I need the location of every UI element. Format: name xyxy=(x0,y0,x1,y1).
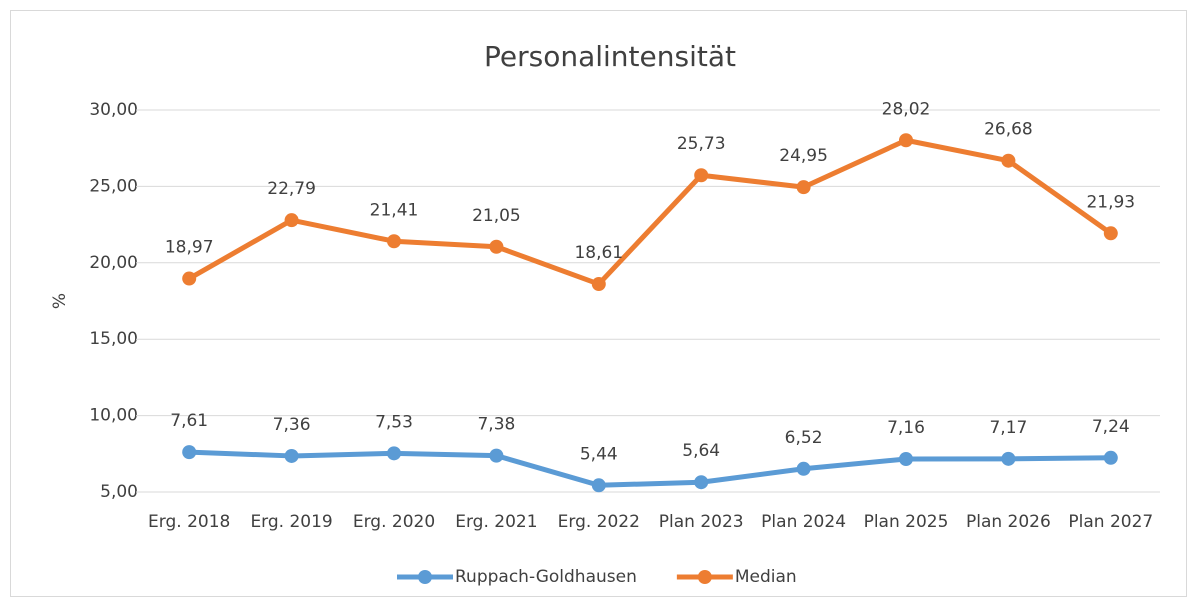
x-tick-label: Erg. 2019 xyxy=(250,512,332,532)
data-point xyxy=(899,133,913,148)
chart-border xyxy=(10,10,1187,597)
y-tick-label: 5,00 xyxy=(100,482,138,502)
x-tick-label: Plan 2025 xyxy=(864,512,949,532)
data-label: 18,97 xyxy=(165,238,214,258)
x-tick-label: Plan 2024 xyxy=(761,512,846,532)
data-label: 5,44 xyxy=(580,444,618,464)
series-line xyxy=(186,449,1114,488)
data-label: 5,64 xyxy=(682,441,720,461)
data-point xyxy=(284,448,299,463)
x-tick-label: Plan 2026 xyxy=(966,512,1051,532)
data-point xyxy=(591,478,606,493)
data-point xyxy=(1103,226,1118,241)
data-point xyxy=(1001,153,1016,168)
data-point xyxy=(489,448,504,463)
x-tick-label: Plan 2023 xyxy=(659,512,744,532)
x-tick-label: Erg. 2022 xyxy=(558,512,640,532)
data-point xyxy=(694,475,709,490)
data-label: 26,68 xyxy=(984,120,1033,140)
y-tick-label: 15,00 xyxy=(89,329,138,349)
data-point xyxy=(1103,450,1118,465)
data-label: 7,61 xyxy=(170,411,208,431)
data-point xyxy=(796,180,811,195)
y-tick-label: 30,00 xyxy=(89,100,138,120)
legend-label: Ruppach-Goldhausen xyxy=(455,567,637,587)
data-label: 21,05 xyxy=(472,206,521,226)
data-label: 24,95 xyxy=(779,146,828,166)
data-point xyxy=(284,213,299,228)
data-point xyxy=(182,271,197,286)
data-point xyxy=(796,461,811,476)
chart-title: Personalintensität xyxy=(484,40,736,73)
x-tick-label: Plan 2027 xyxy=(1068,512,1153,532)
legend-marker xyxy=(418,570,432,584)
data-label: 7,17 xyxy=(989,418,1027,438)
data-point xyxy=(694,168,709,183)
data-label: 7,24 xyxy=(1092,417,1130,437)
x-tick-label: Erg. 2020 xyxy=(353,512,435,532)
y-tick-label: 25,00 xyxy=(89,176,138,196)
data-label: 22,79 xyxy=(267,179,316,199)
data-label: 7,16 xyxy=(887,418,925,438)
data-point xyxy=(899,451,913,466)
data-label: 6,52 xyxy=(785,428,823,448)
legend-marker xyxy=(697,570,712,584)
data-label: 7,53 xyxy=(375,412,413,432)
data-point xyxy=(1001,451,1016,466)
data-label: 21,93 xyxy=(1086,192,1135,212)
data-label: 7,36 xyxy=(273,415,311,435)
data-label: 18,61 xyxy=(574,243,623,263)
data-point xyxy=(387,446,401,461)
data-label: 21,41 xyxy=(370,200,419,220)
legend-label: Median xyxy=(735,567,797,587)
x-tick-label: Erg. 2021 xyxy=(455,512,537,532)
data-point xyxy=(387,234,401,249)
y-tick-label: 10,00 xyxy=(89,406,138,426)
y-tick-label: 20,00 xyxy=(89,253,138,273)
series-line xyxy=(186,137,1114,287)
x-tick-label: Erg. 2018 xyxy=(148,512,230,532)
data-label: 7,38 xyxy=(477,415,515,435)
y-axis-label: % xyxy=(50,293,70,309)
data-label: 25,73 xyxy=(677,134,726,154)
data-point xyxy=(182,445,197,460)
data-point xyxy=(489,239,504,254)
data-point xyxy=(591,277,606,292)
data-label: 28,02 xyxy=(882,99,931,119)
